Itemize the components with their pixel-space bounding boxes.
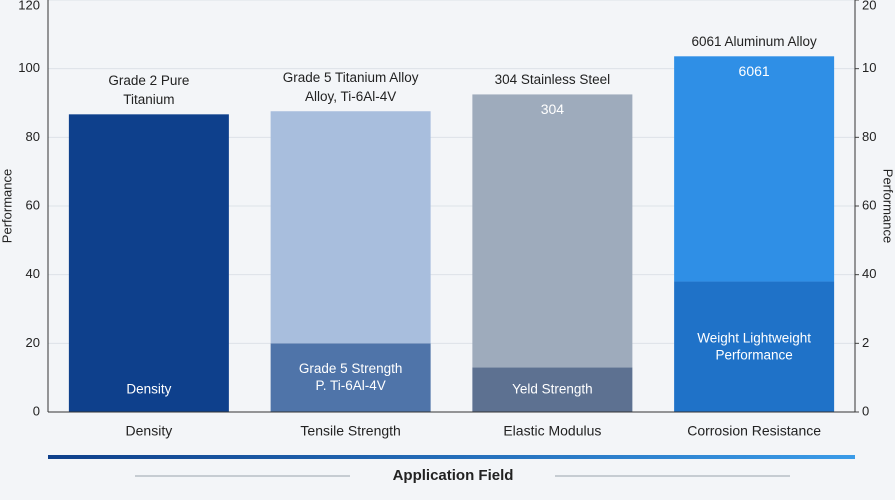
x-tick-label: Tensile Strength bbox=[300, 423, 400, 439]
segment-label: Density bbox=[126, 382, 171, 397]
y2-axis-title: Performance bbox=[881, 169, 895, 243]
segment-label: Weight Lightweight bbox=[697, 330, 811, 345]
segment-label: Grade 5 Strength bbox=[299, 361, 403, 376]
segment-label: Yeld Strength bbox=[512, 382, 593, 397]
segment-label: Performance bbox=[715, 347, 792, 362]
y-tick-label: 120 bbox=[18, 0, 40, 12]
y-tick-label: 0 bbox=[33, 403, 40, 418]
y-tick-label: 40 bbox=[26, 266, 40, 281]
y2-tick-label: 60 bbox=[862, 197, 876, 212]
bar-label: 304 Stainless Steel bbox=[495, 72, 611, 87]
x-tick-label: Density bbox=[126, 423, 173, 439]
x-tick-label: Corrosion Resistance bbox=[687, 423, 821, 439]
y2-tick-label: 10 bbox=[862, 60, 876, 75]
y-tick-label: 80 bbox=[26, 129, 40, 144]
bar-segment bbox=[68, 114, 229, 412]
inner-label: 6061 bbox=[739, 63, 770, 79]
y-tick-label: 60 bbox=[26, 197, 40, 212]
bar-segment bbox=[270, 111, 431, 344]
segment-label: P. Ti-6Al-4V bbox=[315, 378, 385, 393]
bar-segment bbox=[472, 94, 633, 368]
y2-tick-label: 40 bbox=[862, 266, 876, 281]
y2-tick-label: 20 bbox=[862, 0, 876, 12]
field-rule bbox=[48, 455, 855, 459]
y-axis-title: Performance bbox=[0, 169, 14, 243]
bar-label: Grade 2 Pure bbox=[108, 73, 189, 88]
bar-segment bbox=[270, 343, 431, 412]
bar-label: Grade 5 Titanium Alloy bbox=[283, 70, 419, 85]
inner-label: 304 bbox=[541, 101, 565, 117]
bar-label: Alloy, Ti-6Al-4V bbox=[305, 89, 396, 104]
y2-tick-label: 0 bbox=[862, 403, 869, 418]
bar-label: 6061 Aluminum Alloy bbox=[691, 34, 817, 49]
y-tick-label: 20 bbox=[26, 335, 40, 350]
y-tick-label: 100 bbox=[18, 60, 40, 75]
x-axis-title: Application Field bbox=[393, 467, 514, 484]
y2-tick-label: 2 bbox=[862, 335, 869, 350]
bar-label: Titanium bbox=[123, 92, 174, 107]
x-tick-label: Elastic Modulus bbox=[503, 423, 601, 439]
y2-tick-label: 80 bbox=[862, 129, 876, 144]
bar-segment bbox=[674, 281, 835, 412]
bar-segment bbox=[472, 367, 633, 412]
bar-segment bbox=[674, 56, 835, 282]
